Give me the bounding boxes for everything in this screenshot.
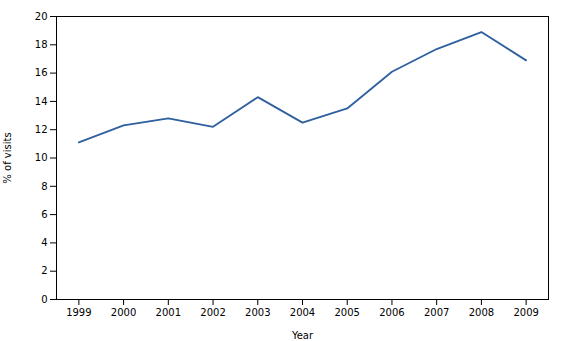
svg-text:20: 20 <box>35 11 48 22</box>
svg-text:0: 0 <box>41 294 47 305</box>
svg-text:10: 10 <box>35 152 48 163</box>
svg-text:2003: 2003 <box>245 307 270 318</box>
svg-text:6: 6 <box>41 209 47 220</box>
svg-text:16: 16 <box>35 67 48 78</box>
svg-text:2009: 2009 <box>513 307 538 318</box>
svg-text:2001: 2001 <box>156 307 181 318</box>
svg-text:2006: 2006 <box>379 307 404 318</box>
svg-text:8: 8 <box>41 181 47 192</box>
svg-text:18: 18 <box>35 39 48 50</box>
svg-text:2008: 2008 <box>469 307 494 318</box>
svg-text:4: 4 <box>41 237 47 248</box>
svg-text:2004: 2004 <box>290 307 315 318</box>
svg-text:14: 14 <box>35 96 48 107</box>
svg-text:% of visits: % of visits <box>2 132 13 183</box>
svg-text:2002: 2002 <box>200 307 225 318</box>
svg-text:Year: Year <box>291 330 314 341</box>
svg-text:2: 2 <box>41 265 47 276</box>
svg-text:1999: 1999 <box>66 307 91 318</box>
svg-text:2000: 2000 <box>111 307 136 318</box>
svg-text:2007: 2007 <box>424 307 449 318</box>
svg-text:2005: 2005 <box>335 307 360 318</box>
svg-text:12: 12 <box>35 124 48 135</box>
